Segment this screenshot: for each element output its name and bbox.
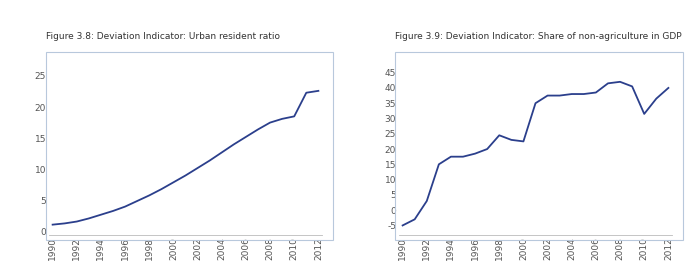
Text: Figure 3.9: Deviation Indicator: Share of non-agriculture in GDP: Figure 3.9: Deviation Indicator: Share o… <box>395 32 682 41</box>
Text: Figure 3.8: Deviation Indicator: Urban resident ratio: Figure 3.8: Deviation Indicator: Urban r… <box>46 32 279 41</box>
